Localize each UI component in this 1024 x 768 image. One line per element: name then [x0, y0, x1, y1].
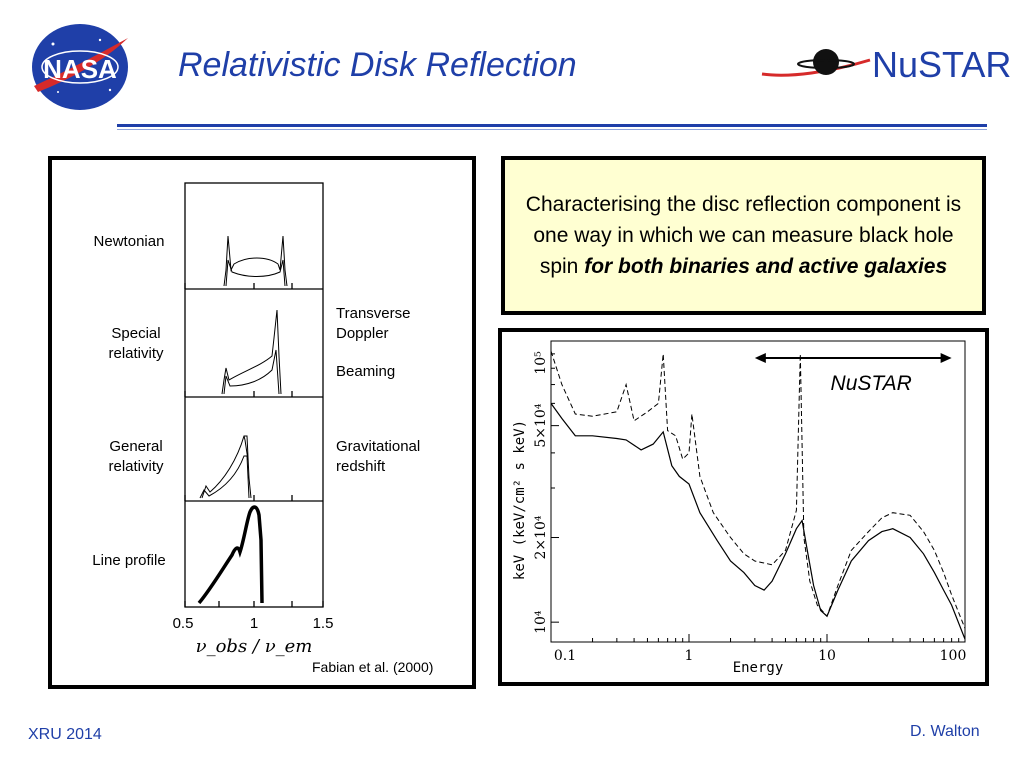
caption-plain: Characterising the disc reflection compo…	[525, 193, 962, 278]
effect-transverse-2: Doppler	[336, 325, 389, 342]
x-tick-label: 0.1	[554, 648, 576, 664]
title-divider	[117, 124, 987, 127]
x-tick-label: 100	[940, 648, 967, 664]
footer-author: D. Walton	[910, 723, 980, 740]
row-label-newtonian: Newtonian	[94, 233, 165, 250]
caption-box: Characterising the disc reflection compo…	[501, 156, 986, 315]
x-tick-1: 1	[250, 615, 258, 632]
x-axis-label: ν_obs / ν_em	[196, 636, 313, 657]
effect-transverse: Transverse	[336, 305, 410, 322]
reflection-spectrum-chart: 0.1 1 10 100 10⁴ 2×10⁴ 5×10⁴ 10⁵ NuSTAR Energy…	[498, 328, 989, 686]
footer-conference: XRU 2014	[28, 726, 102, 743]
series-dashed-line	[550, 351, 966, 629]
chart-y-label: keV (keV/cm² s keV)	[512, 420, 528, 580]
x-tick-1-5: 1.5	[313, 615, 334, 632]
y-tick-label: 2×10⁴	[533, 515, 549, 559]
y-tick-label: 10⁵	[533, 351, 549, 375]
nustar-range-arrow	[754, 353, 952, 363]
caption-emphasis: for both binaries and active galaxies	[584, 255, 948, 278]
title-divider-thin	[117, 129, 987, 130]
caption-text: Characterising the disc reflection compo…	[505, 189, 982, 282]
row-label-general: General	[109, 438, 162, 455]
nustar-logo-icon	[761, 49, 871, 77]
row-label-special-2: relativity	[108, 345, 164, 362]
relativistic-effects-figure: Newtonian Special relativity General rel…	[48, 156, 476, 689]
page-title: Relativistic Disk Reflection	[178, 46, 577, 84]
nustar-annotation: NuSTAR	[831, 372, 912, 395]
line-profile-diagram: Newtonian Special relativity General rel…	[92, 182, 420, 657]
figure-credit: Fabian et al. (2000)	[312, 659, 434, 675]
row-label-line-profile: Line profile	[92, 552, 165, 569]
row-label-special: Special	[111, 325, 160, 342]
series-solid-line	[550, 403, 966, 640]
effect-gravitational: Gravitational	[336, 438, 420, 455]
nasa-logo-text: NASA	[43, 54, 117, 84]
effect-beaming: Beaming	[336, 363, 395, 380]
plot-frame	[550, 340, 966, 643]
row-label-general-2: relativity	[108, 458, 164, 475]
y-tick-label: 5×10⁴	[533, 403, 549, 447]
spectrum-plot: 0.1 1 10 100 10⁴ 2×10⁴ 5×10⁴ 10⁵ NuSTAR Energy…	[512, 340, 967, 676]
y-tick-label: 10⁴	[533, 610, 549, 634]
x-tick-label: 10	[818, 648, 836, 664]
effect-gravitational-2: redshift	[336, 458, 386, 475]
x-tick-0-5: 0.5	[173, 615, 194, 632]
chart-x-label: Energy	[733, 660, 784, 676]
nustar-logo-text: NuSTAR	[872, 44, 1012, 85]
nasa-logo: NASA	[32, 24, 128, 110]
x-tick-label: 1	[685, 648, 694, 664]
